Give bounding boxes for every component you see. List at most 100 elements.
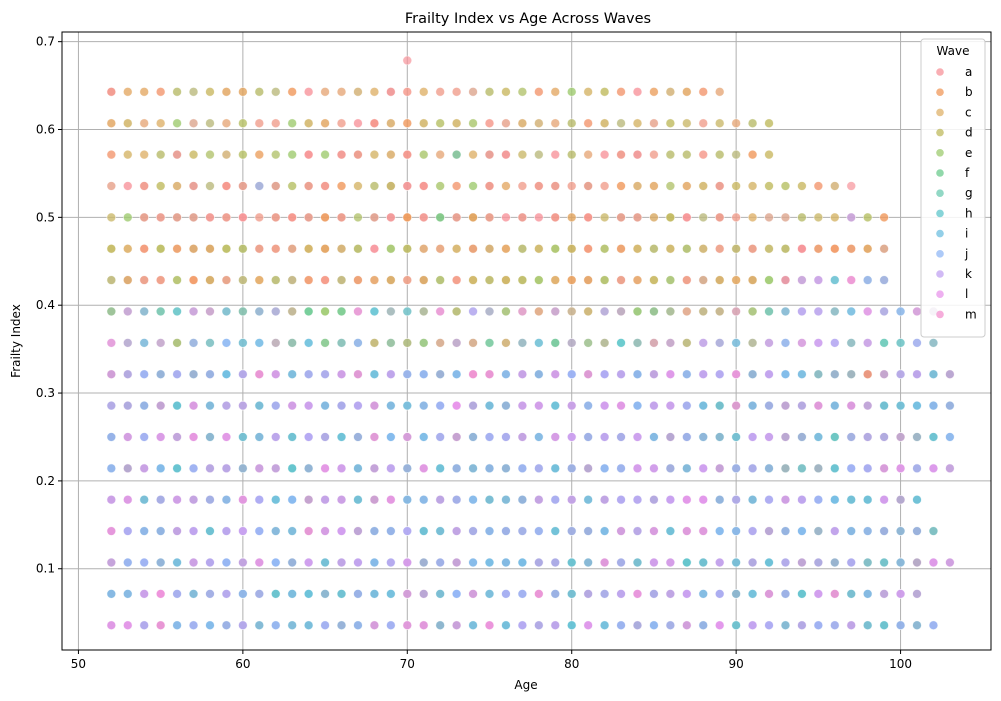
scatter-point-wave-f (435, 212, 445, 223)
scatter-point-wave-f (287, 338, 297, 348)
scatter-point-wave-a (188, 118, 199, 128)
scatter-point-wave-h (501, 400, 511, 411)
scatter-point-wave-l (599, 306, 610, 317)
scatter-point-wave-j (419, 432, 429, 442)
scatter-point-wave-l (435, 494, 445, 505)
scatter-point-wave-h (567, 557, 577, 568)
scatter-point-wave-g (879, 338, 889, 348)
scatter-point-wave-d (123, 118, 133, 128)
scatter-point-wave-b (155, 87, 166, 97)
scatter-point-wave-l (665, 400, 676, 411)
scatter-point-wave-j (468, 557, 478, 568)
scatter-point-wave-j (188, 463, 199, 474)
x-axis-label: Age (514, 678, 537, 692)
scatter-point-wave-b (813, 181, 824, 191)
scatter-point-wave-e (731, 244, 741, 254)
scatter-point-wave-k (764, 369, 774, 379)
scatter-point-wave-l (550, 369, 560, 379)
scatter-point-wave-i (534, 369, 544, 379)
scatter-point-wave-h (830, 463, 840, 474)
scatter-point-wave-h (599, 620, 610, 630)
scatter-point-wave-h (271, 494, 281, 505)
legend-label-a: a (965, 65, 972, 79)
scatter-point-wave-g (928, 338, 939, 348)
scatter-point-wave-k (271, 369, 281, 379)
scatter-point-wave-k (320, 432, 330, 442)
scatter-point-wave-d (468, 275, 478, 285)
scatter-point-wave-b (386, 118, 396, 128)
scatter-point-wave-a (402, 87, 412, 97)
scatter-point-wave-a (567, 181, 577, 191)
scatter-point-wave-l (764, 432, 774, 442)
scatter-point-wave-e (550, 244, 560, 254)
scatter-point-wave-d (287, 181, 297, 191)
scatter-point-wave-d (336, 244, 347, 254)
scatter-point-wave-l (287, 400, 297, 411)
scatter-point-wave-b (188, 244, 199, 254)
scatter-point-wave-j (517, 589, 528, 599)
scatter-point-wave-b (254, 149, 265, 160)
scatter-point-wave-a (451, 87, 462, 97)
scatter-point-wave-a (303, 212, 314, 223)
scatter-point-wave-l (567, 432, 577, 442)
scatter-point-wave-k (797, 306, 807, 317)
scatter-point-wave-l (862, 306, 873, 317)
scatter-point-wave-k (813, 306, 824, 317)
scatter-point-wave-b (813, 244, 824, 254)
scatter-point-wave-d (517, 275, 528, 285)
scatter-point-wave-h (188, 369, 199, 379)
scatter-point-wave-k (271, 306, 281, 317)
scatter-point-wave-j (665, 620, 676, 630)
scatter-point-wave-m (188, 306, 199, 317)
y-tick-label: 0.5 (36, 210, 55, 224)
scatter-point-wave-l (336, 557, 347, 568)
scatter-point-wave-b (567, 275, 577, 285)
scatter-point-wave-d (731, 181, 741, 191)
scatter-point-wave-g (813, 463, 824, 474)
scatter-point-wave-m (682, 620, 692, 630)
scatter-point-wave-i (698, 400, 708, 411)
scatter-point-wave-m (731, 400, 741, 411)
scatter-point-wave-j (139, 369, 149, 379)
scatter-point-wave-e (205, 149, 215, 160)
scatter-point-wave-l (139, 463, 149, 474)
x-tick-label: 90 (729, 657, 744, 671)
scatter-point-wave-a (534, 181, 544, 191)
scatter-point-wave-e (172, 275, 182, 285)
scatter-point-wave-a (714, 244, 725, 254)
scatter-point-wave-j (534, 526, 544, 536)
scatter-point-wave-e (287, 275, 297, 285)
scatter-point-wave-b (846, 244, 856, 254)
scatter-point-wave-h (928, 369, 939, 379)
scatter-point-wave-m (534, 589, 544, 599)
scatter-point-wave-c (369, 275, 380, 285)
scatter-point-wave-l (879, 432, 889, 442)
scatter-point-wave-e (172, 87, 182, 97)
scatter-point-wave-c (435, 244, 445, 254)
scatter-point-wave-i (517, 338, 528, 348)
scatter-point-wave-k (386, 369, 396, 379)
scatter-point-wave-g (402, 306, 412, 317)
scatter-point-wave-h (912, 494, 922, 505)
scatter-point-wave-k (271, 338, 281, 348)
scatter-point-wave-k (567, 463, 577, 474)
scatter-point-wave-m (945, 369, 955, 379)
scatter-point-wave-l (682, 494, 692, 505)
scatter-point-wave-h (583, 557, 593, 568)
scatter-point-wave-m (780, 432, 791, 442)
plot-area-frame (61, 31, 992, 651)
scatter-point-wave-c (632, 275, 643, 285)
scatter-point-wave-m (830, 589, 840, 599)
scatter-point-wave-m (797, 338, 807, 348)
scatter-point-wave-l (238, 494, 248, 505)
scatter-point-wave-l (649, 463, 659, 474)
scatter-point-wave-l (928, 463, 939, 474)
scatter-point-wave-g (895, 338, 906, 348)
scatter-point-wave-k (599, 432, 610, 442)
scatter-point-wave-c (139, 118, 149, 128)
scatter-point-wave-k (205, 494, 215, 505)
scatter-point-wave-d (435, 118, 445, 128)
scatter-point-wave-b (649, 212, 659, 223)
scatter-point-wave-j (583, 400, 593, 411)
